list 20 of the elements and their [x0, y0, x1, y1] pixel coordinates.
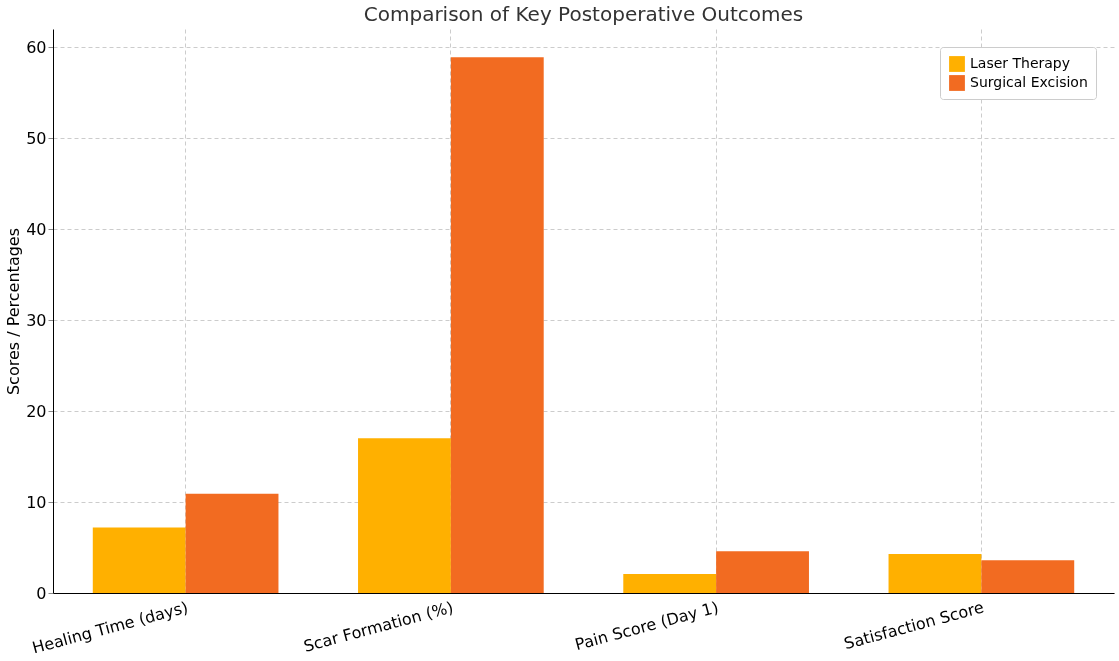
- y-tick-label: 0: [36, 583, 47, 603]
- x-tick-label: Pain Score (Day 1): [572, 597, 721, 655]
- bar: [888, 553, 982, 593]
- chart-title: Comparison of Key Postoperative Outcomes: [363, 2, 804, 26]
- y-tick-label: 10: [26, 492, 47, 512]
- bar: [358, 438, 451, 593]
- bar: [92, 527, 186, 593]
- bar: [450, 57, 544, 593]
- y-tick-label: 50: [26, 128, 47, 148]
- bar: [623, 573, 717, 593]
- bar: [981, 560, 1075, 593]
- y-tick-label: 60: [26, 37, 47, 57]
- y-tick-label: 30: [26, 310, 47, 330]
- bar: [716, 551, 809, 593]
- legend-label: Surgical Excision: [970, 74, 1088, 90]
- y-tick-label: 20: [26, 401, 47, 421]
- bar: [185, 493, 279, 593]
- y-tick-label: 40: [26, 219, 47, 239]
- y-axis-title: Scores / Percentages: [4, 227, 24, 396]
- legend-label: Laser Therapy: [970, 55, 1071, 71]
